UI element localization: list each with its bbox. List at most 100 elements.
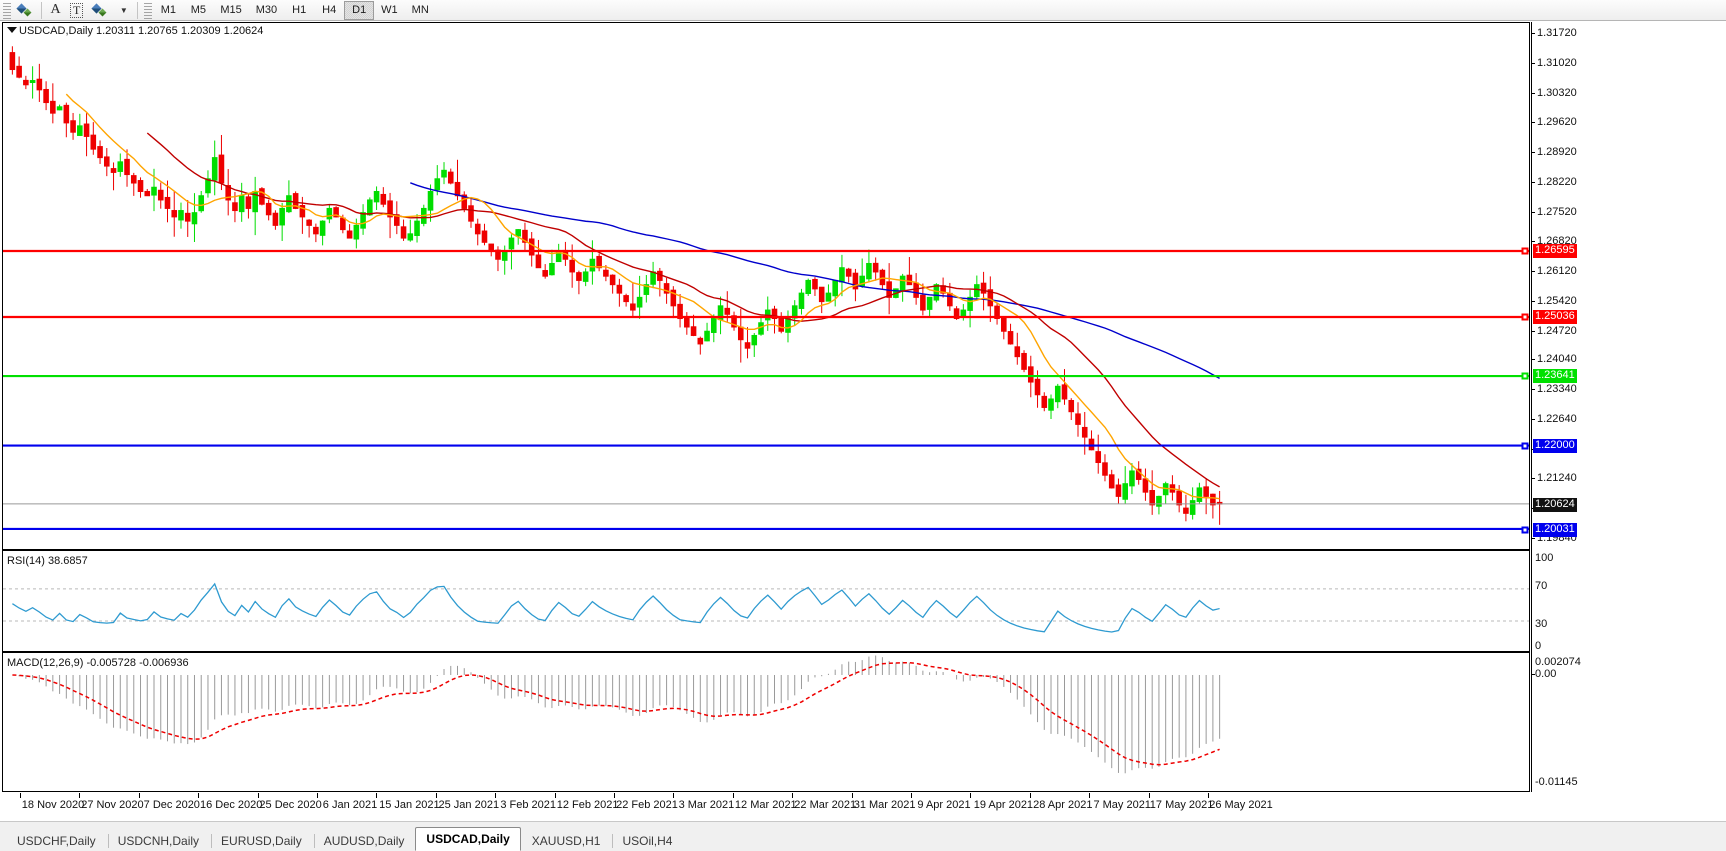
candle-body xyxy=(137,180,144,192)
date-tick-label: 28 Apr 2021 xyxy=(1033,799,1093,811)
chart-tab-usdchf-daily[interactable]: USDCHF,Daily xyxy=(17,833,96,848)
price-level-handle[interactable] xyxy=(1521,247,1529,255)
objects-dropdown-button[interactable]: ▼ xyxy=(113,1,134,20)
timeframe-button-h4[interactable]: H4 xyxy=(322,4,337,16)
timeframe-button-m1[interactable]: M1 xyxy=(160,4,176,16)
candle-body xyxy=(906,274,913,286)
candle-body xyxy=(286,195,292,213)
candle-body xyxy=(690,326,697,336)
macd-tick xyxy=(1531,674,1535,675)
price-axis-line xyxy=(1531,22,1532,792)
timeframe-button-d1[interactable]: D1 xyxy=(344,0,375,20)
chart-tab-xauusd-h1[interactable]: XAUUSD,H1 xyxy=(531,833,601,848)
candle-body xyxy=(515,229,521,237)
candle-body xyxy=(535,254,542,269)
candle-body xyxy=(353,224,360,240)
date-tick xyxy=(792,793,794,798)
date-tick xyxy=(1208,793,1209,798)
price-tag-resistance[interactable]: 1.25036 xyxy=(1533,310,1577,325)
timeframe-button-h1[interactable]: H1 xyxy=(292,4,307,16)
candle-body xyxy=(481,230,488,243)
main-toolbar: A T ▼ M1 M5 M15 M30 H1 H4 D1 W1 MN xyxy=(0,0,1726,21)
price-tick-label: 1.28920 xyxy=(1537,146,1577,159)
candle-body xyxy=(603,269,609,277)
date-tick xyxy=(20,793,21,798)
macd-tick-label: -0.01145 xyxy=(1535,776,1578,788)
candle-body xyxy=(1075,413,1081,425)
candle-body xyxy=(1102,462,1108,476)
price-tick xyxy=(1531,418,1535,420)
price-level-handle[interactable] xyxy=(1521,442,1529,450)
date-tick xyxy=(257,793,259,798)
candle-body xyxy=(684,317,690,328)
candle-body xyxy=(441,169,447,178)
candle-body xyxy=(663,283,670,294)
candle-body xyxy=(367,199,373,216)
candle-body xyxy=(178,210,184,221)
candle-body xyxy=(1081,426,1088,438)
candle-body xyxy=(1129,470,1135,487)
candle-body xyxy=(1014,346,1021,358)
price-tag-last-price[interactable]: 1.20624 xyxy=(1533,497,1577,512)
timeframe-button-w1[interactable]: W1 xyxy=(381,4,398,16)
macd-pane[interactable]: MACD(12,26,9) -0.005728 -0.006936 xyxy=(3,655,1529,791)
objects-tool-button[interactable] xyxy=(87,1,113,20)
candle-body xyxy=(184,212,191,222)
macd-tick-label: 0.002074 xyxy=(1535,656,1581,668)
price-tag-resistance[interactable]: 1.26595 xyxy=(1533,243,1577,258)
candle-body xyxy=(744,342,751,349)
candle-body xyxy=(596,255,602,269)
date-tick-label: 15 Jan 2021 xyxy=(379,799,440,811)
price-tick xyxy=(1531,389,1535,391)
candle-body xyxy=(528,238,535,256)
candle-body xyxy=(549,262,555,276)
date-tick-label: 6 Jan 2021 xyxy=(322,799,378,811)
candle-body xyxy=(1095,451,1102,464)
date-tick-label: 27 Nov 2020 xyxy=(81,799,144,811)
chart-tab-eurusd-daily[interactable]: EURUSD,Daily xyxy=(210,829,313,851)
text-tool-button[interactable]: A xyxy=(45,1,66,20)
date-tick xyxy=(79,793,81,798)
candle-body xyxy=(387,200,393,218)
candle-body xyxy=(319,220,326,236)
price-tick-label: 1.24720 xyxy=(1537,324,1577,337)
timeframe-button-m5[interactable]: M5 xyxy=(190,4,206,16)
timeframe-button-m15[interactable]: M15 xyxy=(220,4,242,16)
candle-body xyxy=(461,194,468,209)
candle-body xyxy=(157,189,164,201)
chart-tab-usdcad-daily[interactable]: USDCAD,Daily xyxy=(415,827,521,851)
price-level-handle[interactable] xyxy=(1521,372,1529,380)
price-chart-svg xyxy=(3,46,1529,531)
timeframe-grip-icon[interactable] xyxy=(143,0,153,20)
date-axis[interactable]: 18 Nov 2020 27 Nov 2020 7 Dec 2020 16 Dec 2… xyxy=(2,793,1530,819)
price-level-handle[interactable] xyxy=(1521,526,1529,534)
price-tag-level[interactable]: 1.20031 xyxy=(1533,522,1577,537)
text-label-tool-button[interactable]: T xyxy=(66,1,87,20)
date-tick-label: 31 Mar 2021 xyxy=(853,799,916,811)
price-level-handle[interactable] xyxy=(1521,313,1529,321)
candle-body xyxy=(306,219,312,226)
chart-tab-usdcnh-daily[interactable]: USDCNH,Daily xyxy=(107,829,210,851)
price-pane[interactable]: USDCAD,Daily 1.20311 1.20765 1.20309 1.2… xyxy=(3,23,1529,551)
date-tick xyxy=(911,793,912,798)
candle-body xyxy=(582,271,589,282)
price-tick xyxy=(1531,62,1535,64)
candle-body xyxy=(360,212,366,229)
candle-body xyxy=(211,157,218,181)
chart-tab-usoil-h4[interactable]: USOil,H4 xyxy=(611,829,683,851)
timeframe-button-m30[interactable]: M30 xyxy=(255,4,278,16)
rsi-tick-label: 100 xyxy=(1535,552,1554,564)
chart-tab-audusd-daily[interactable]: AUDUSD,Daily xyxy=(313,829,416,851)
drag-grip-icon[interactable] xyxy=(2,0,11,20)
timeframe-button-mn[interactable]: MN xyxy=(411,4,429,16)
date-tick-label: 7 May 2021 xyxy=(1093,799,1151,811)
crosshair-tool-button[interactable] xyxy=(12,1,38,20)
ma-mid-line xyxy=(146,132,1220,488)
price-tag-support[interactable]: 1.23641 xyxy=(1533,369,1577,384)
candle-body xyxy=(1088,438,1095,451)
symbol-collapse-icon[interactable] xyxy=(7,27,17,33)
candle-body xyxy=(400,226,407,239)
price-scale[interactable]: 1.31720 1.31020 1.30320 1.29620 1.28920 1.282… xyxy=(1531,22,1726,792)
price-tag-level[interactable]: 1.22000 xyxy=(1533,439,1577,454)
rsi-pane[interactable]: RSI(14) 38.6857 xyxy=(3,553,1529,653)
